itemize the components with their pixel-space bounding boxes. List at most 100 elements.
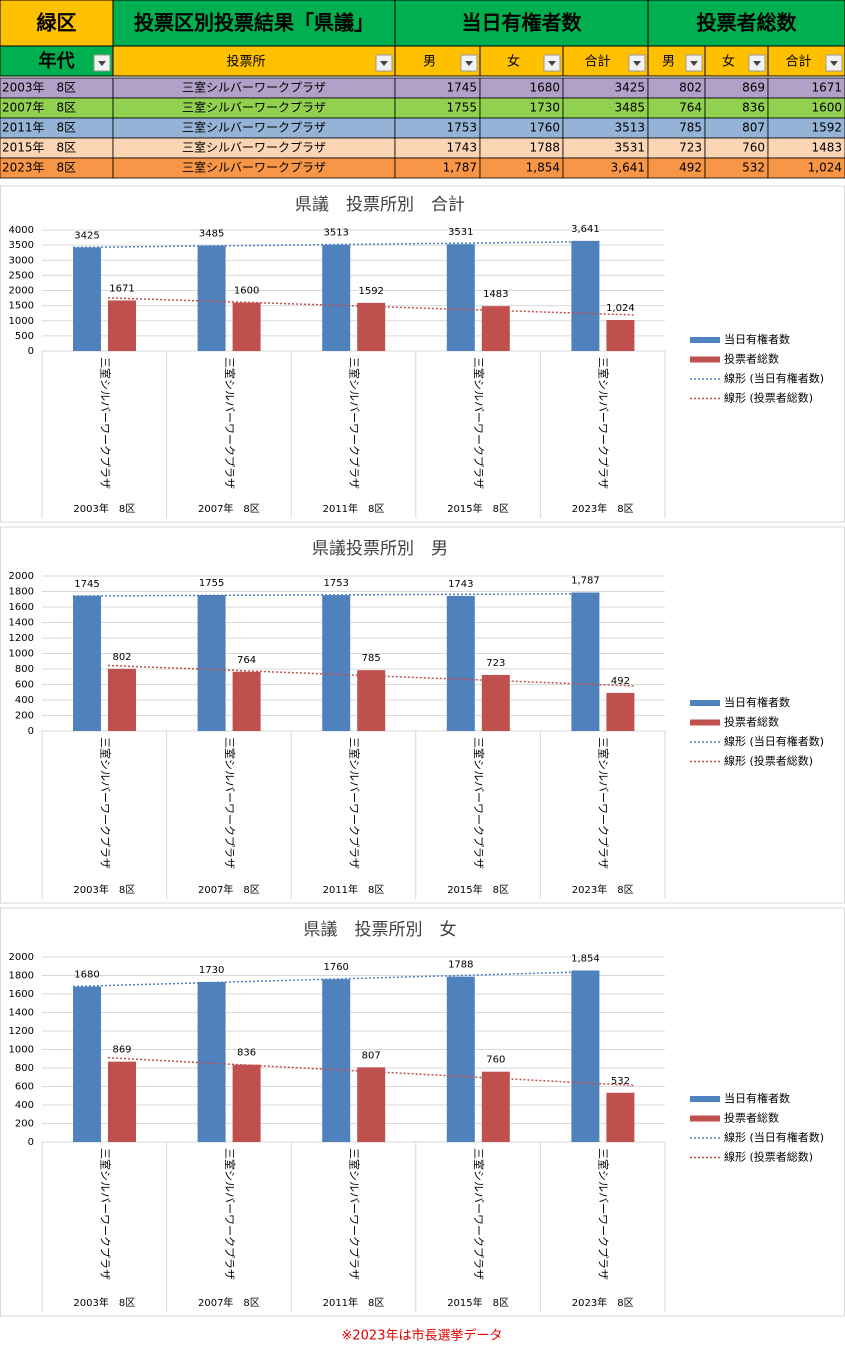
- x-inner-label: 三室シルバーワークプラザ: [348, 357, 362, 489]
- y-tick-label: 800: [15, 664, 34, 675]
- y-tick-label: 500: [15, 331, 34, 342]
- table-text: 1,787: [443, 161, 477, 175]
- table-text: 869: [742, 81, 765, 95]
- x-inner-label: 三室シルバーワークプラザ: [597, 737, 611, 869]
- bar: [357, 670, 386, 731]
- data-label: 3485: [199, 229, 224, 240]
- filter-arrow: [380, 61, 388, 66]
- y-tick-label: 1600: [9, 989, 34, 1000]
- legend-swatch: [690, 337, 720, 343]
- data-label: 3513: [323, 228, 348, 239]
- bar: [571, 970, 600, 1142]
- table-text: 836: [742, 101, 765, 115]
- x-tick-label: 2015年 8区: [447, 502, 509, 515]
- table-text: 2011年 8区: [2, 121, 76, 135]
- y-tick-label: 200: [15, 1119, 34, 1130]
- y-tick-label: 1500: [9, 301, 34, 312]
- bar: [73, 595, 101, 731]
- x-tick-label: 2007年 8区: [198, 502, 260, 515]
- chart-title: 県議 投票所別 女: [304, 920, 457, 940]
- data-label: 764: [237, 655, 256, 666]
- y-tick-label: 1200: [9, 1026, 34, 1037]
- x-tick-label: 2011年 8区: [323, 1296, 385, 1309]
- y-tick-label: 1600: [9, 602, 34, 613]
- table-text: 1730: [529, 101, 560, 115]
- data-label: 1483: [483, 289, 508, 300]
- bar: [197, 245, 226, 351]
- legend-label: 線形 (投票者総数): [724, 754, 813, 768]
- header-text: 男: [423, 55, 436, 70]
- bar: [322, 979, 351, 1142]
- chart: 県議投票所別 男 0 200 400 600 800 1000 1200 1400 1600 180…: [0, 526, 845, 904]
- y-tick-label: 2000: [9, 952, 34, 963]
- table-text: 3531: [614, 141, 645, 155]
- chart: 県議 投票所別 合計 0 500 1000 1500 2000 2500 3000 3500 40…: [0, 185, 845, 523]
- table-text: 807: [742, 121, 765, 135]
- y-tick-label: 1000: [9, 649, 34, 660]
- header-text: 合計: [584, 54, 610, 70]
- x-inner-label: 三室シルバーワークプラザ: [472, 357, 486, 489]
- filter-arrow: [633, 61, 641, 66]
- y-tick-label: 0: [28, 346, 34, 357]
- legend-label: 線形 (投票者総数): [724, 391, 813, 405]
- y-tick-label: 1000: [9, 1045, 34, 1056]
- y-tick-label: 2000: [9, 286, 34, 297]
- bar: [481, 674, 510, 731]
- y-tick-label: 1400: [9, 618, 34, 629]
- header-cell: [112, 45, 396, 77]
- data-label: 1671: [109, 283, 134, 294]
- chart-title: 県議投票所別 男: [312, 539, 448, 559]
- data-label: 1753: [323, 578, 348, 589]
- bar: [481, 1071, 510, 1142]
- table-text: 3425: [614, 81, 645, 95]
- legend-swatch: [690, 356, 720, 363]
- bar: [73, 986, 101, 1142]
- y-tick-label: 2500: [9, 270, 34, 281]
- legend-label: 投票者総数: [724, 1111, 779, 1125]
- bar: [446, 976, 475, 1142]
- data-label: 1,854: [571, 954, 600, 965]
- table-text: 1745: [446, 81, 477, 95]
- filter-arrow: [690, 61, 698, 66]
- y-tick-label: 0: [28, 726, 34, 737]
- chart: 県議 投票所別 女 0 200 400 600 800 1000 1200 1400 1600 18…: [0, 907, 845, 1317]
- footnote: ※2023年は市長選挙データ: [342, 1328, 503, 1344]
- header-text: 投票所: [226, 54, 265, 70]
- x-inner-label: 三室シルバーワークプラザ: [223, 1148, 237, 1280]
- header-cell: [112, 0, 396, 47]
- y-tick-label: 400: [15, 1100, 34, 1111]
- y-tick-label: 400: [15, 695, 34, 706]
- chart-frame: [0, 185, 845, 523]
- legend-label: 投票者総数: [724, 715, 779, 729]
- table-text: 3,641: [611, 161, 645, 175]
- x-inner-label: 三室シルバーワークプラザ: [223, 357, 237, 489]
- table-text: 三室シルバーワークプラザ: [182, 120, 326, 135]
- data-label: 869: [112, 1045, 131, 1056]
- y-tick-label: 3000: [9, 255, 34, 266]
- x-tick-label: 2023年 8区: [572, 502, 634, 515]
- table-text: 三室シルバーワークプラザ: [182, 160, 326, 175]
- y-tick-label: 3500: [9, 240, 34, 251]
- y-tick-label: 1800: [9, 971, 34, 982]
- x-inner-label: 三室シルバーワークプラザ: [348, 1148, 362, 1280]
- bar: [108, 1061, 136, 1142]
- data-label: 1,787: [571, 576, 600, 587]
- legend-swatch: [690, 700, 720, 706]
- table-text: 532: [742, 161, 765, 175]
- bar: [322, 595, 351, 731]
- x-tick-label: 2015年 8区: [447, 1296, 509, 1309]
- table-text: 1,024: [808, 161, 842, 175]
- filter-arrow: [830, 61, 838, 66]
- data-label: 760: [486, 1055, 505, 1066]
- data-label: 807: [362, 1050, 381, 1061]
- header-cell: [647, 0, 845, 47]
- data-label: 1,024: [606, 303, 635, 314]
- y-tick-label: 1200: [9, 633, 34, 644]
- bar: [197, 594, 226, 731]
- bar: [73, 247, 101, 351]
- bar: [571, 592, 600, 731]
- x-inner-label: 三室シルバーワークプラザ: [472, 1148, 486, 1280]
- bar: [322, 244, 351, 351]
- data-label: 1592: [358, 286, 383, 297]
